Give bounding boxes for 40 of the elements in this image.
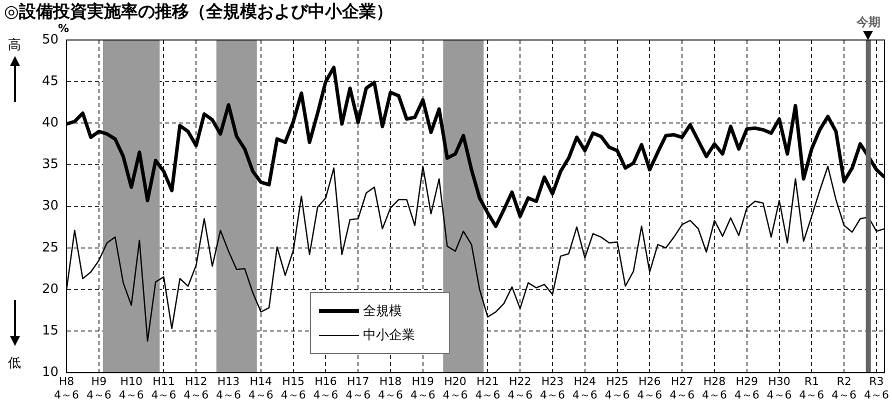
x-tick-label: H20 4～6 (442, 375, 468, 402)
text: 低 (8, 355, 21, 372)
y-tick-label: 35 (42, 157, 59, 172)
chart-title: ◎設備投資実施率の推移（全規模および中小企業） (4, 1, 393, 23)
x-tick-label: R2 4～6 (832, 375, 857, 402)
text: 高 (8, 37, 21, 54)
x-tick-label: H28 4～6 (702, 375, 727, 402)
text: 今期 (855, 15, 880, 30)
y-tick-label: 30 (42, 198, 59, 214)
x-tick-label: H12 4～6 (184, 375, 209, 402)
x-tick-label: H14 4～6 (248, 375, 274, 402)
y-tick-label: 40 (42, 116, 59, 131)
x-tick-label: H22 4～6 (508, 375, 533, 402)
x-tick-label: H15 4～6 (280, 375, 306, 402)
x-tick-label: H13 4～6 (216, 375, 242, 402)
x-tick-label: H29 4～6 (734, 375, 760, 402)
y-tick-label: 50 (42, 32, 59, 48)
x-tick-label: H25 4～6 (604, 375, 630, 402)
x-tick-label: H30 4～6 (766, 375, 792, 402)
y-tick-label: 15 (42, 323, 59, 338)
x-tick-label: H24 4～6 (572, 375, 598, 402)
y-axis-title: % (58, 22, 70, 35)
x-tick-label: H18 4～6 (378, 375, 404, 402)
x-tick-label: H27 4～6 (670, 375, 695, 402)
x-tick-label: R3 4～6 (864, 375, 889, 402)
x-tick-label: H19 4～6 (410, 375, 436, 402)
y-tick-label: 25 (42, 240, 59, 256)
y-tick-label: 45 (42, 74, 59, 89)
y-tick-label: 20 (42, 282, 59, 297)
legend-label: 中小企業 (363, 327, 415, 344)
x-tick-label: R1 4～6 (799, 375, 824, 402)
x-tick-label: H21 4～6 (475, 375, 500, 402)
x-tick-label: H10 4～6 (118, 375, 144, 402)
x-tick-label: H23 4～6 (540, 375, 565, 402)
x-tick-label: H17 4～6 (346, 375, 371, 402)
x-tick-label: H16 4～6 (313, 375, 338, 402)
x-tick-label: H26 4～6 (637, 375, 662, 402)
x-tick-label: H11 4～6 (151, 375, 176, 402)
x-tick-label: H9 4～6 (86, 375, 112, 402)
legend-label: 全規模 (363, 303, 402, 320)
